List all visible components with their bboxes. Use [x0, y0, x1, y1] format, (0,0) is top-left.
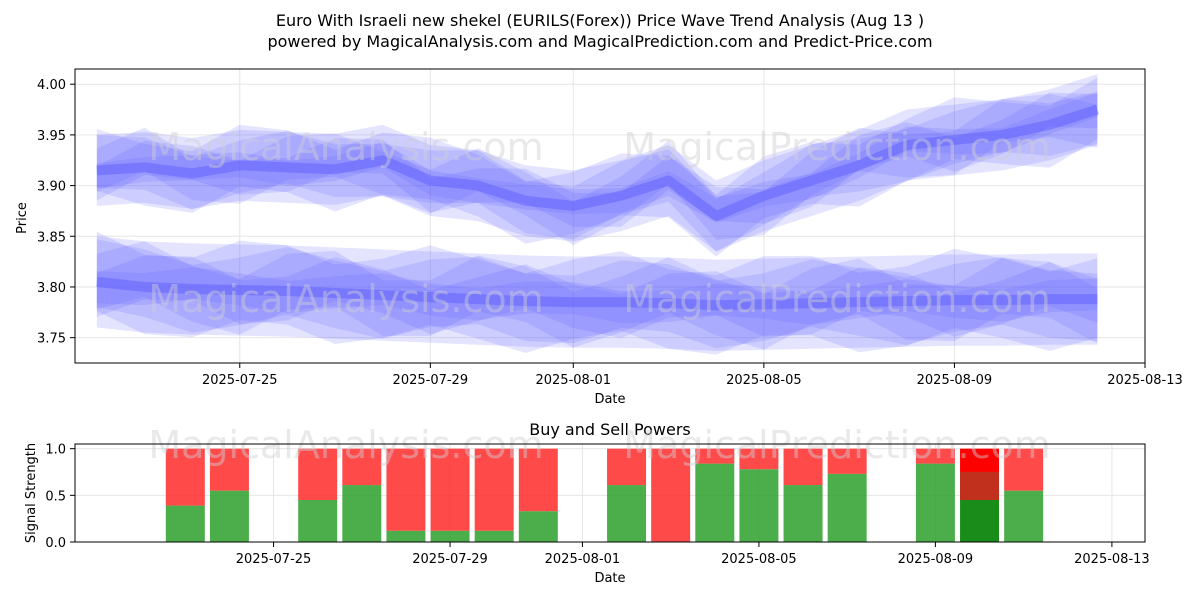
sell-bar [1004, 448, 1044, 491]
lower-wave-band-5 [96, 267, 1098, 326]
signal-x-tick-label: 2025-08-01 [545, 552, 621, 567]
buy-bar [827, 473, 867, 542]
upper-wave-band-3 [96, 93, 1098, 246]
sell-bar [739, 448, 779, 470]
upper-wave-band-0 [96, 74, 1098, 252]
signal-y-tick-label: 0.5 [45, 489, 66, 504]
price-panel: MagicalAnalysis.com MagicalPrediction.co… [15, 68, 1183, 407]
signal-y-label: Signal Strength [24, 443, 39, 543]
price-y-label: Price [15, 202, 30, 234]
signal-x-axis: 2025-07-25 2025-07-29 2025-08-01 2025-08-05… [236, 542, 1150, 567]
signal-plot-frame [74, 443, 1146, 543]
price-y-tick-label: 4.00 [37, 78, 66, 93]
price-x-axis: 2025-07-25 2025-07-29 2025-08-01 2025-08-05… [202, 363, 1183, 388]
upper-wave-band-4 [96, 92, 1098, 227]
sell-bar [651, 448, 691, 542]
lower-wave-band-4 [96, 255, 1098, 339]
sell-bar [386, 448, 426, 531]
sell-bar [342, 448, 382, 486]
lower-wave-band-0 [96, 236, 1098, 351]
sell-bar [209, 448, 249, 491]
price-x-tick-label: 2025-07-25 [202, 373, 278, 388]
watermark-right-bottom: MagicalPrediction.com [623, 423, 1051, 467]
buy-bar [342, 485, 382, 542]
watermark-left-mid: MagicalAnalysis.com [148, 277, 543, 321]
buy-bar [386, 530, 426, 542]
signal-title: Buy and Sell Powers [529, 420, 691, 439]
upper-wave-band-5 [96, 92, 1098, 223]
buy-bar [209, 490, 249, 542]
buy-bar [915, 463, 955, 542]
price-x-label: Date [594, 392, 625, 407]
buy-bar [607, 485, 647, 542]
signal-bars [165, 448, 1044, 542]
price-y-tick-label: 3.85 [37, 230, 66, 245]
watermark-right-mid: MagicalPrediction.com [623, 277, 1051, 321]
signal-x-tick-label: 2025-08-09 [898, 552, 974, 567]
price-y-tick-label: 3.95 [37, 129, 66, 144]
signal-x-tick-label: 2025-08-13 [1074, 552, 1150, 567]
buy-bar [518, 511, 558, 542]
buy-bar [430, 530, 470, 542]
signal-y-tick-label: 0.0 [45, 536, 66, 551]
sell-bar [607, 448, 647, 486]
buy-bar [474, 530, 514, 542]
sell-bar [783, 448, 823, 486]
price-x-tick-label: 2025-08-01 [535, 373, 611, 388]
chart-title: Euro With Israeli new shekel (EURILS(For… [276, 11, 924, 30]
signal-y-axis: 0.0 0.5 1.0 [45, 443, 75, 551]
upper-wave-center [96, 104, 1099, 221]
lower-wave-band-3 [96, 241, 1098, 350]
signal-y-tick-label: 1.0 [45, 443, 66, 458]
buy-bar [783, 485, 823, 542]
buy-bar [298, 500, 338, 542]
buy-bar [695, 463, 735, 542]
sell-bar [518, 448, 558, 512]
buy-bar [960, 500, 1000, 542]
signal-x-label: Date [594, 571, 625, 586]
sell-bar [474, 448, 514, 531]
sell-bar [915, 448, 955, 464]
buy-bar [1004, 490, 1044, 542]
upper-wave-band-2 [96, 91, 1098, 252]
signal-x-tick-label: 2025-07-29 [412, 552, 488, 567]
sell-bar [827, 448, 867, 474]
upper-wave-band-1 [96, 77, 1098, 257]
sell-bar [695, 448, 735, 464]
price-plot-frame [74, 68, 1146, 364]
price-y-tick-label: 3.90 [37, 180, 66, 195]
signal-panel: Buy and Sell Powers MagicalAnalysis.com … [24, 420, 1150, 586]
price-wave-bands [96, 74, 1099, 355]
signal-x-tick-label: 2025-07-25 [236, 552, 312, 567]
watermark-right-top: MagicalPrediction.com [623, 125, 1051, 169]
price-y-tick-label: 3.75 [37, 332, 66, 347]
chart-subtitle: powered by MagicalAnalysis.com and Magic… [267, 32, 932, 51]
signal-x-tick-label: 2025-08-05 [721, 552, 797, 567]
sell-bar [298, 448, 338, 500]
watermark-left-bottom: MagicalAnalysis.com [148, 423, 543, 467]
price-x-tick-label: 2025-07-29 [393, 373, 469, 388]
price-x-tick-label: 2025-08-09 [917, 373, 993, 388]
lower-wave-band-2 [96, 239, 1098, 349]
sell-bar-overlap [960, 471, 1000, 500]
price-x-tick-label: 2025-08-13 [1107, 373, 1183, 388]
lower-wave-center [96, 276, 1098, 311]
price-x-tick-label: 2025-08-05 [726, 373, 802, 388]
sell-bar [165, 448, 205, 506]
price-y-tick-label: 3.80 [37, 281, 66, 296]
sell-bar [430, 448, 470, 531]
buy-bar [739, 469, 779, 542]
watermark-left-top: MagicalAnalysis.com [148, 125, 543, 169]
price-y-axis: 3.75 3.80 3.85 3.90 3.95 4.00 [37, 78, 75, 347]
buy-bar [165, 505, 205, 542]
lower-wave-band-1 [96, 231, 1098, 355]
